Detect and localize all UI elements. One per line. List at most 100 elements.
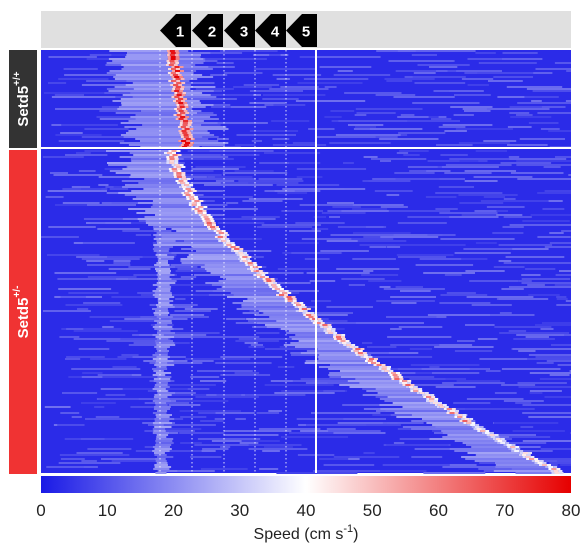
- heatmap-row: [51, 96, 559, 98]
- heatmap-cell: [501, 368, 561, 370]
- heatmap-cell: [170, 314, 205, 316]
- heatmap-cell: [454, 350, 493, 352]
- heatmap-cell: [186, 130, 191, 132]
- heatmap-cell: [183, 136, 189, 138]
- heatmap-cell: [58, 288, 112, 290]
- heatmap-cell: [128, 344, 163, 346]
- heatmap-cell: [145, 222, 204, 224]
- heatmap-cell: [131, 222, 157, 224]
- heatmap-cell: [486, 108, 550, 110]
- marker-label-1: 1: [176, 24, 184, 41]
- heatmap-cell: [513, 338, 555, 340]
- heatmap-cell: [179, 66, 184, 68]
- heatmap-cell: [165, 64, 169, 66]
- heatmap-cell: [225, 238, 230, 240]
- heatmap-cell: [292, 298, 297, 300]
- heatmap-cell: [279, 292, 283, 294]
- heatmap-row: [85, 418, 474, 420]
- heatmap-cell: [196, 204, 201, 206]
- heatmap-cell: [287, 298, 293, 300]
- heatmap-cell: [153, 424, 164, 426]
- heatmap-row: [156, 436, 551, 438]
- heatmap-row: [138, 220, 570, 222]
- heatmap-cell: [157, 272, 171, 274]
- heatmap-cell: [535, 68, 571, 70]
- heatmap-cell: [310, 320, 314, 322]
- heatmap-cell: [169, 156, 175, 158]
- heatmap-cell: [494, 434, 499, 436]
- heatmap-cell: [559, 270, 571, 272]
- heatmap-cell: [258, 178, 303, 180]
- heatmap-cell: [174, 160, 179, 162]
- heatmap-cell: [221, 286, 270, 288]
- heatmap-cell: [276, 290, 280, 292]
- heatmap-cell: [256, 412, 280, 414]
- heatmap-cell: [130, 174, 174, 176]
- heatmap-cell: [331, 330, 336, 332]
- heatmap-cell: [398, 376, 403, 378]
- heatmap-cell: [133, 154, 170, 156]
- heatmap-cell: [60, 296, 86, 298]
- heatmap-row: [131, 160, 571, 162]
- heatmap-cell: [155, 444, 172, 446]
- heatmap-cell: [323, 328, 327, 330]
- heatmap-cell: [380, 236, 439, 238]
- heatmap-cell: [397, 50, 419, 52]
- heatmap-cell: [509, 112, 530, 114]
- heatmap-cell: [492, 232, 524, 234]
- heatmap-cell: [247, 262, 253, 264]
- heatmap-cell: [319, 66, 372, 68]
- heatmap-cell: [102, 376, 163, 378]
- heatmap-cell: [212, 290, 277, 292]
- heatmap-row: [124, 126, 532, 128]
- heatmap-cell: [183, 96, 217, 98]
- heatmap-cell: [152, 388, 166, 390]
- heatmap-cell: [511, 444, 516, 446]
- heatmap-cell: [145, 210, 195, 212]
- heatmap-cell: [200, 420, 224, 422]
- heatmap-cell: [223, 434, 279, 436]
- heatmap-cell: [409, 348, 432, 350]
- heatmap-cell: [176, 100, 181, 102]
- heatmap-cell: [152, 248, 170, 250]
- heatmap-cell: [155, 270, 171, 272]
- heatmap-cell: [153, 238, 218, 240]
- heatmap-cell: [132, 82, 174, 84]
- heatmap-cell: [197, 438, 261, 440]
- heatmap-cell: [84, 84, 126, 86]
- heatmap-row: [60, 412, 571, 414]
- heatmap-row: [156, 252, 511, 254]
- heatmap-cell: [215, 226, 219, 228]
- heatmap-cell: [184, 106, 189, 108]
- heatmap-cell: [536, 362, 554, 364]
- heatmap-cell: [391, 302, 417, 304]
- heatmap-row: [135, 138, 565, 140]
- heatmap-cell: [319, 354, 356, 356]
- heatmap-cell: [191, 202, 197, 204]
- heatmap-cell: [289, 230, 321, 232]
- heatmap-row: [96, 116, 552, 118]
- group-label-2: Setd5+/-: [12, 286, 32, 339]
- heatmap-cell: [412, 76, 466, 78]
- heatmap-cell: [343, 162, 354, 164]
- heatmap-cell: [516, 164, 571, 166]
- heatmap-cell: [145, 220, 203, 222]
- heatmap-cell: [467, 452, 520, 454]
- heatmap-cell: [214, 176, 253, 178]
- heatmap-cell: [248, 198, 303, 200]
- heatmap-cell: [382, 366, 387, 368]
- heatmap-cell: [537, 462, 543, 464]
- heatmap-cell: [522, 456, 526, 458]
- heatmap-row: [135, 114, 533, 116]
- heatmap-row: [154, 246, 571, 248]
- heatmap-cell: [236, 254, 240, 256]
- heatmap-cell: [105, 64, 123, 66]
- heatmap-cell: [471, 422, 476, 424]
- heatmap-cell: [185, 188, 191, 190]
- heatmap-cell: [548, 130, 571, 132]
- heatmap-cell: [225, 242, 231, 244]
- heatmap-cell: [166, 162, 170, 164]
- heatmap-cell: [439, 406, 445, 408]
- heatmap-cell: [294, 302, 300, 304]
- heatmap-cell: [449, 158, 510, 160]
